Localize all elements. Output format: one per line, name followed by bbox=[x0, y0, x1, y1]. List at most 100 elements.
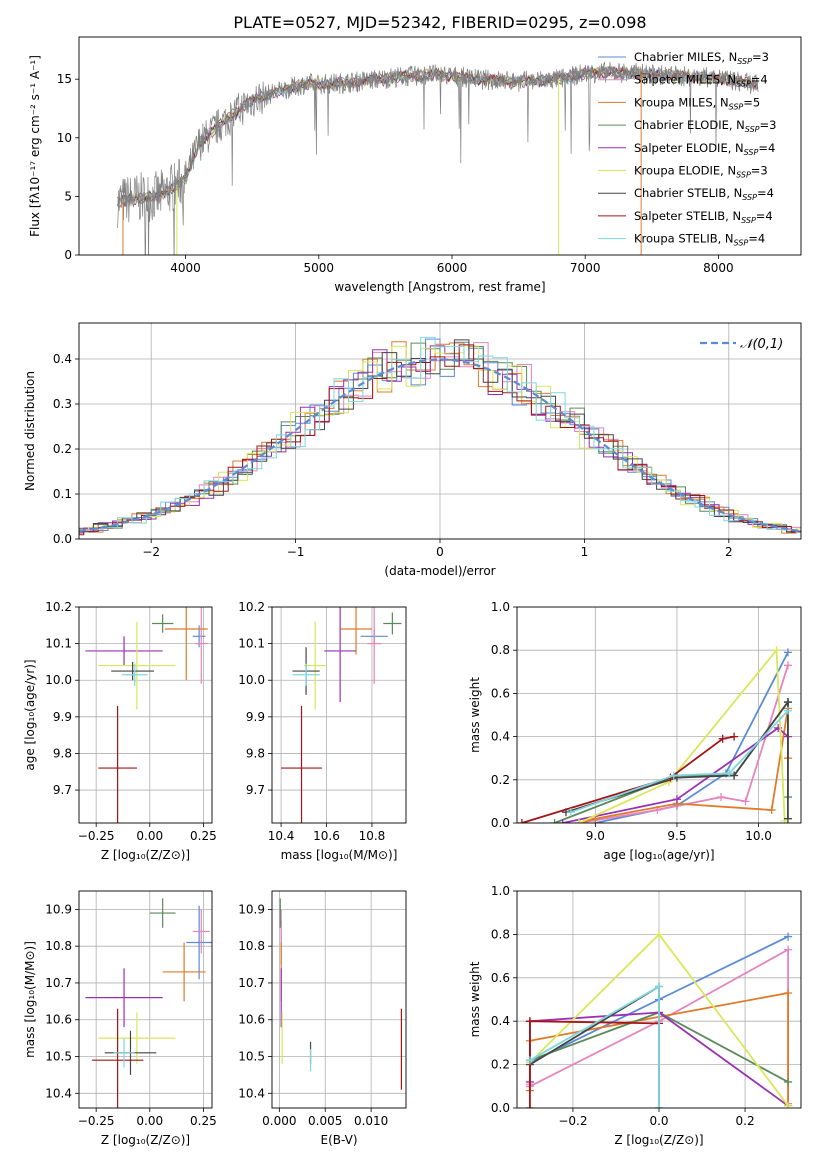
weight-marker bbox=[717, 793, 726, 802]
y-tick-label: 0.3 bbox=[53, 397, 72, 411]
weight-line bbox=[595, 651, 789, 823]
weight-marker bbox=[655, 1104, 663, 1108]
y-tick-label: 9.9 bbox=[53, 710, 72, 724]
y-tick-label: 0.0 bbox=[491, 816, 510, 830]
error-point bbox=[164, 607, 208, 681]
weight-marker bbox=[783, 814, 792, 823]
error-point bbox=[85, 636, 163, 666]
y-tick-label: 0.1 bbox=[53, 487, 72, 501]
y-tick-label: 9.9 bbox=[246, 710, 265, 724]
plot-area bbox=[117, 61, 759, 255]
y-tick-label: 9.8 bbox=[246, 746, 265, 760]
x-tick-label: 0.000 bbox=[262, 1114, 296, 1128]
weight-marker bbox=[767, 806, 776, 815]
x-tick-label: −2 bbox=[142, 545, 160, 559]
error-point bbox=[383, 612, 402, 635]
x-tick-label: 10.8 bbox=[359, 829, 386, 843]
error-point bbox=[151, 614, 174, 633]
y-tick-label: 0.2 bbox=[491, 1058, 510, 1072]
x-axis-label: Z [log₁₀(Z/Z⊙)] bbox=[614, 1133, 703, 1147]
y-axis-label: Normed distribution bbox=[23, 371, 37, 491]
spectrum-legend: Chabrier MILES, NSSP=3 Salpeter MILES, NS… bbox=[598, 50, 776, 248]
panel-mass_vs_Z: −0.25 0.00 0.25 10.4 10.5 10.6 10.7 10.8 10.9 Z [… bbox=[23, 890, 217, 1147]
x-tick-label: 0.010 bbox=[354, 1114, 388, 1128]
y-tick-label: 0.8 bbox=[491, 927, 510, 941]
legend-entry: Chabrier ELODIE, NSSP=3 bbox=[634, 118, 776, 134]
error-point bbox=[281, 705, 322, 823]
y-axis-label: Flux [fλ10⁻¹⁷ erg cm⁻² s⁻¹ A⁻¹] bbox=[28, 55, 42, 237]
legend-entry: 𝒩(0,1) bbox=[740, 337, 783, 352]
error-point bbox=[91, 1008, 144, 1108]
weight-marker bbox=[772, 646, 781, 655]
weight-line bbox=[578, 647, 786, 823]
error-point bbox=[186, 905, 212, 980]
panel-mass_weight_vs_Z: −0.2 0.0 0.2 0.0 0.2 0.4 0.6 0.8 1.0 Z [log₁₀(Z/Z… bbox=[468, 884, 802, 1147]
y-tick-label: 0.2 bbox=[53, 442, 72, 456]
axes-frame bbox=[78, 606, 213, 824]
y-tick-label: 9.7 bbox=[53, 783, 72, 797]
gaussian-curve bbox=[79, 358, 799, 533]
y-tick-label: 0.8 bbox=[491, 643, 510, 657]
spectrum-model-line bbox=[117, 66, 759, 206]
legend-entry: Kroupa MILES, NSSP=5 bbox=[634, 95, 760, 111]
weight-marker bbox=[655, 982, 663, 991]
y-tick-label: 9.7 bbox=[246, 783, 265, 797]
x-tick-label: 0.00 bbox=[136, 829, 163, 843]
weight-line bbox=[529, 984, 660, 1108]
x-axis-label: Z [log₁₀(Z/Z⊙)] bbox=[101, 1133, 190, 1147]
y-tick-label: 0.2 bbox=[491, 773, 510, 787]
plot-area bbox=[79, 891, 212, 1108]
panel-spectrum: 4000 5000 6000 7000 8000 0 5 10 15 wavelength [An… bbox=[28, 36, 802, 294]
weight-marker bbox=[525, 1056, 534, 1065]
error-point bbox=[194, 607, 208, 684]
plot-area bbox=[272, 607, 406, 823]
x-tick-label: 0 bbox=[436, 545, 444, 559]
plot-area bbox=[517, 891, 801, 1108]
weight-marker bbox=[575, 819, 584, 823]
x-tick-label: 0.005 bbox=[308, 1114, 342, 1128]
error-point bbox=[162, 942, 206, 1002]
error-point bbox=[192, 909, 210, 954]
y-tick-label: 10.1 bbox=[238, 637, 265, 651]
weight-line bbox=[529, 984, 660, 1108]
error-point bbox=[111, 661, 155, 681]
weight-marker bbox=[784, 988, 793, 997]
x-tick-label: −0.25 bbox=[78, 829, 115, 843]
x-axis-label: mass [log₁₀(M/M⊙)] bbox=[281, 848, 398, 862]
panel-mass_vs_EBV: 0.000 0.005 0.010 10.4 10.5 10.6 10.7 10.8 10.9 E… bbox=[238, 890, 407, 1147]
x-axis-label: E(B-V) bbox=[320, 1133, 357, 1147]
histogram-steps bbox=[79, 345, 801, 533]
x-tick-label: 9.0 bbox=[586, 829, 605, 843]
y-tick-label: 0.4 bbox=[491, 1014, 510, 1028]
x-tick-label: 9.5 bbox=[667, 829, 686, 843]
y-tick-label: 10.0 bbox=[45, 673, 72, 687]
x-tick-label: 0.0 bbox=[649, 1114, 668, 1128]
axes-frame bbox=[78, 890, 213, 1109]
y-tick-label: 10.7 bbox=[45, 976, 72, 990]
legend-entry: Salpeter STELIB, NSSP=4 bbox=[634, 209, 773, 225]
weight-marker bbox=[550, 819, 559, 823]
x-tick-label: 0.00 bbox=[136, 1114, 163, 1128]
panel-mass_weight_vs_age: 9.0 9.5 10.0 0.0 0.2 0.4 0.6 0.8 1.0 age [log₁₀(a… bbox=[468, 600, 802, 862]
y-tick-label: 0.6 bbox=[491, 971, 510, 985]
plot-area bbox=[272, 891, 406, 1108]
x-tick-label: 10.0 bbox=[745, 829, 772, 843]
panel-age_vs_mass: 10.4 10.6 10.8 9.7 9.8 9.9 10.0 10.1 10.2 mass [l… bbox=[238, 600, 407, 862]
y-tick-label: 10.2 bbox=[45, 600, 72, 614]
x-tick-label: −0.25 bbox=[78, 1114, 115, 1128]
axes-frame bbox=[78, 322, 802, 540]
error-point bbox=[292, 663, 320, 686]
y-tick-label: 10.2 bbox=[238, 600, 265, 614]
weight-marker bbox=[718, 734, 727, 743]
x-tick-label: 5000 bbox=[304, 261, 335, 275]
weight-marker bbox=[558, 819, 567, 823]
error-point bbox=[85, 968, 163, 1028]
y-tick-label: 0.0 bbox=[53, 532, 72, 546]
weight-marker bbox=[730, 732, 739, 741]
y-axis-label: mass weight bbox=[468, 961, 482, 1037]
legend-entry: Salpeter MILES, NSSP=4 bbox=[634, 73, 768, 89]
weight-marker bbox=[730, 771, 739, 780]
weight-marker bbox=[783, 698, 792, 707]
weight-marker bbox=[784, 945, 793, 954]
